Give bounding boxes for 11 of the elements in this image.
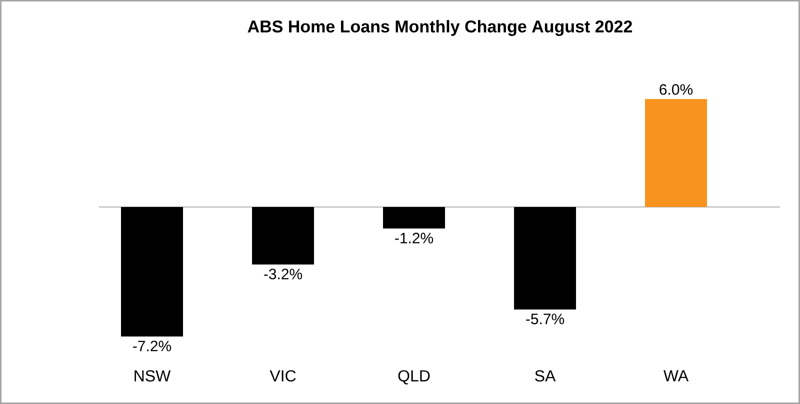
data-label: -1.2% bbox=[395, 232, 434, 244]
x-tick-label: NSW bbox=[134, 370, 171, 382]
data-label: 6.0% bbox=[660, 84, 693, 95]
data-label: -3.2% bbox=[264, 268, 302, 280]
x-tick-label: SA bbox=[535, 370, 556, 382]
data-label: -5.7% bbox=[526, 314, 564, 324]
x-tick-label: WA bbox=[664, 370, 689, 382]
data-label: -7.2% bbox=[133, 340, 172, 352]
x-tick-label: QLD bbox=[398, 370, 430, 384]
chart-title: ABS Home Loans Monthly Change August 2022 bbox=[248, 20, 632, 36]
x-tick-label: VIC bbox=[270, 370, 296, 382]
